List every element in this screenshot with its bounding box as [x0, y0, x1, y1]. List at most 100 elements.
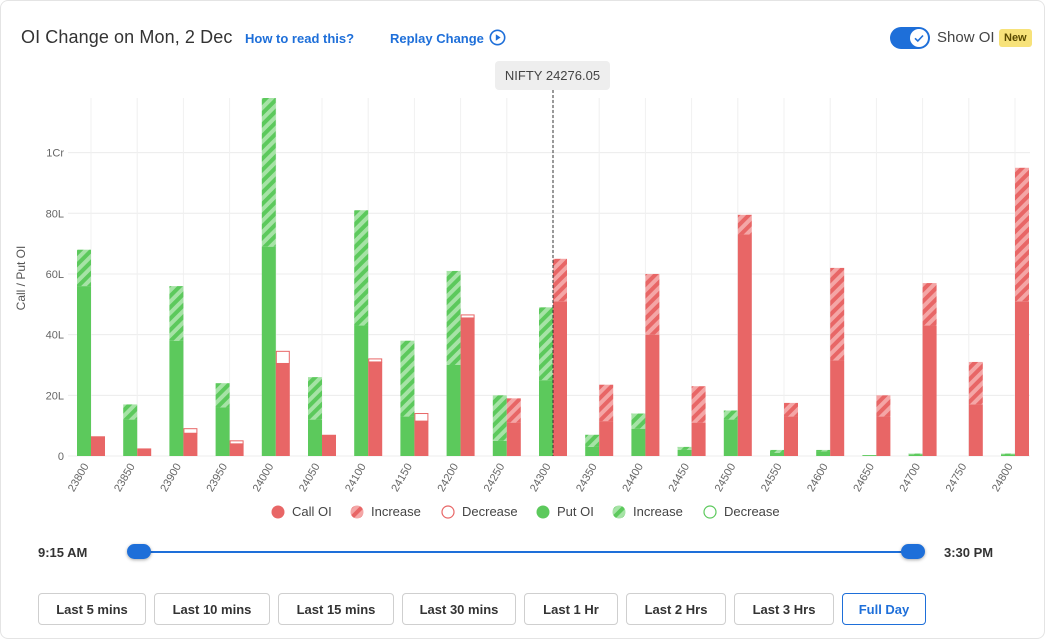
call-oi-bar: [506, 422, 521, 456]
call-increase-bar: [1015, 167, 1029, 302]
call-increase-bar: [506, 398, 521, 423]
call-oi-bar: [275, 363, 290, 456]
x-tick-label: 23850: [112, 462, 138, 494]
put-increase-bar: [77, 249, 91, 287]
put-increase-bar: [677, 446, 692, 450]
x-tick-label: 24100: [343, 462, 369, 494]
x-tick-label: 24550: [759, 462, 785, 494]
put-oi-bar: [492, 440, 507, 456]
x-tick-label: 24600: [805, 462, 831, 494]
range-last-15-mins-button[interactable]: Last 15 mins: [278, 593, 394, 625]
call-increase-bar: [968, 361, 983, 405]
call-increase-bar: [737, 214, 752, 235]
put-increase-bar: [354, 210, 369, 326]
x-tick-label: 24150: [389, 462, 415, 494]
time-slider-track[interactable]: [139, 551, 914, 553]
toggle-knob: [910, 29, 928, 47]
call-oi-bar: [183, 433, 198, 456]
call-increase-bar: [691, 386, 706, 423]
put-oi-bar: [770, 452, 784, 456]
legend-label: Put OI: [557, 504, 594, 519]
new-badge: New: [999, 29, 1032, 47]
call-oi-bar: [414, 421, 429, 456]
put-increase-bar: [446, 270, 461, 365]
call-increase-bar: [830, 267, 845, 361]
range-last-3-hrs-button[interactable]: Last 3 Hrs: [734, 593, 834, 625]
range-last-30-mins-button[interactable]: Last 30 mins: [402, 593, 516, 625]
call-oi-bar: [91, 436, 105, 456]
x-tick-label: 24450: [667, 462, 693, 494]
put-increase-bar: [585, 434, 600, 447]
put-increase-bar: [723, 410, 738, 420]
range-last-10-mins-button[interactable]: Last 10 mins: [154, 593, 270, 625]
range-last-2-hrs-button[interactable]: Last 2 Hrs: [626, 593, 726, 625]
x-tick-label: 23950: [205, 462, 231, 494]
x-tick-label: 24650: [851, 462, 877, 494]
call-oi-swatch: [271, 505, 285, 519]
put-oi-bar: [123, 419, 138, 456]
call-decrease-swatch: [441, 505, 455, 519]
call-increase-bar: [553, 258, 567, 302]
call-increase-bar: [922, 283, 937, 326]
slider-end-handle[interactable]: [901, 544, 925, 559]
oi-bar-chart: 0 20L 40L 60L 80L 1Cr 23800 23850 23900 23950 2400…: [14, 90, 1030, 494]
call-oi-bar: [922, 325, 937, 456]
put-decrease-swatch: [703, 505, 717, 519]
y-tick-label: 1Cr: [46, 148, 64, 160]
call-decrease-bar: [229, 440, 244, 445]
y-tick-label: 0: [58, 451, 64, 463]
call-oi-bar: [1015, 301, 1029, 456]
put-increase-swatch: [612, 505, 626, 519]
x-tick-label: 24000: [251, 462, 277, 494]
call-increase-bar: [599, 384, 614, 422]
how-to-read-link[interactable]: How to read this?: [245, 31, 355, 46]
call-oi-bar: [599, 421, 614, 456]
call-decrease-bar: [460, 314, 475, 319]
call-oi-bar: [137, 448, 152, 456]
range-last-1-hr-button[interactable]: Last 1 Hr: [524, 593, 618, 625]
call-oi-bar: [553, 301, 567, 456]
put-oi-bar: [539, 380, 553, 456]
put-increase-bar: [400, 340, 415, 417]
range-last-5-mins-button[interactable]: Last 5 mins: [38, 593, 146, 625]
put-increase-bar: [492, 395, 507, 441]
show-oi-label: Show OI: [937, 29, 995, 46]
put-oi-swatch: [536, 505, 550, 519]
put-oi-bar: [354, 325, 369, 456]
put-oi-bar: [308, 419, 322, 456]
x-tick-label: 24300: [528, 462, 554, 494]
call-oi-bar: [322, 434, 336, 456]
legend-label: Decrease: [462, 504, 518, 519]
call-decrease-bar: [275, 350, 290, 364]
x-tick-label: 24500: [713, 462, 739, 494]
play-circle-icon[interactable]: [489, 29, 506, 46]
y-tick-label: 40L: [46, 330, 64, 342]
y-axis-label: Call / Put OI: [14, 246, 28, 311]
spot-price-tooltip: NIFTY 24276.05: [495, 61, 610, 90]
call-oi-bar: [691, 422, 706, 456]
chart-legend: Call OI Increase Decrease Put OI Increas…: [0, 503, 1047, 521]
put-increase-bar: [816, 449, 831, 452]
put-oi-bar: [908, 454, 923, 456]
call-decrease-bar: [183, 428, 198, 434]
call-increase-bar: [784, 402, 798, 417]
put-increase-bar: [908, 453, 923, 455]
put-oi-bar: [169, 340, 184, 456]
put-oi-bar: [446, 364, 461, 456]
call-oi-bar: [876, 416, 891, 456]
call-increase-bar: [876, 395, 891, 417]
call-oi-bar: [784, 416, 798, 456]
slider-start-handle[interactable]: [127, 544, 151, 559]
slider-start-time: 9:15 AM: [38, 545, 88, 560]
replay-change-link[interactable]: Replay Change: [390, 31, 484, 46]
put-increase-bar: [261, 98, 276, 247]
x-tick-label: 24050: [297, 462, 323, 494]
x-tick-label: 23800: [66, 462, 92, 494]
call-decrease-bar: [368, 358, 383, 363]
put-increase-bar: [631, 413, 646, 429]
put-oi-bar: [723, 419, 738, 456]
put-oi-bar: [1001, 454, 1015, 456]
range-full-day-button[interactable]: Full Day: [842, 593, 926, 625]
show-oi-toggle[interactable]: [890, 27, 930, 49]
legend-label: Call OI: [292, 504, 332, 519]
